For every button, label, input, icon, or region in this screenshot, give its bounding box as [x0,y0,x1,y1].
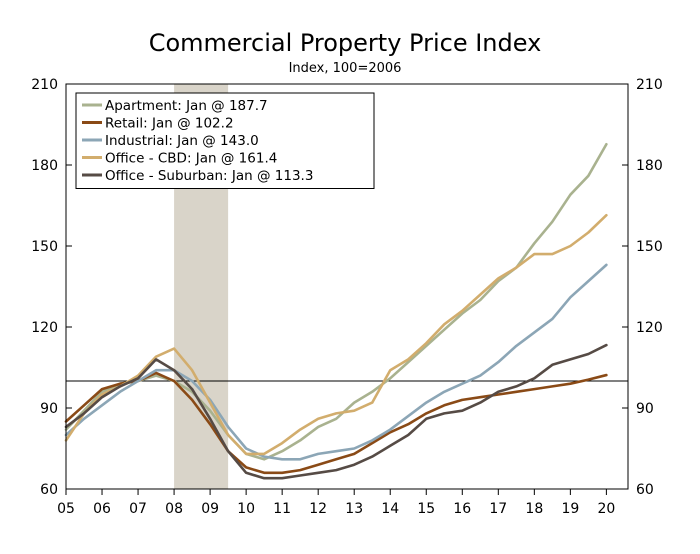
y-tick-label-left: 180 [31,158,58,174]
x-tick-label: 16 [453,501,471,517]
series-line-2 [64,371,608,475]
x-tick-label: 17 [489,501,507,517]
x-tick-label: 06 [93,501,111,517]
legend-entry: Retail: Jan @ 102.2 [105,116,234,132]
series-line-4 [64,213,608,456]
legend-entry: Apartment: Jan @ 187.7 [105,98,268,114]
legend-entry: Office - CBD: Jan @ 161.4 [105,151,277,167]
plot-frame [65,83,629,490]
legend-entry: Industrial: Jan @ 143.0 [105,133,259,149]
x-tick-label: 13 [345,501,363,517]
y-tick-label-right: 60 [636,482,654,498]
y-tick-label-right: 180 [636,158,663,174]
legend: Apartment: Jan @ 187.7 Retail: Jan @ 102.… [75,92,375,189]
y-tick-label-right: 90 [636,401,654,417]
y-tick-label-left: 150 [31,239,58,255]
x-tick-label: 11 [273,501,291,517]
y-tick-label-left: 90 [40,401,58,417]
y-tick-label-right: 120 [636,320,663,336]
chart-title: Commercial Property Price Index [149,29,542,57]
x-tick-label: 10 [237,501,255,517]
x-tick-label: 20 [597,501,615,517]
legend-box [75,92,375,189]
y-tick-label-left: 210 [31,77,58,93]
y-tick-label-right: 150 [636,239,663,255]
y-tick-label-left: 120 [31,320,58,336]
y-tick-label-left: 60 [40,482,58,498]
x-tick-label: 07 [129,501,147,517]
x-tick-label: 14 [381,501,399,517]
x-tick-label: 05 [57,501,75,517]
y-tick-label-right: 210 [636,77,663,93]
x-tick-label: 12 [309,501,327,517]
series-line-3 [64,263,608,461]
plot-area: 60 60 90 90 120 120 150 150 180 180 210 210 05 06 07 08… [31,77,662,517]
x-tick-label: 09 [201,501,219,517]
x-tick-label: 18 [525,501,543,517]
series-line-5 [64,343,608,480]
x-tick-label: 15 [417,501,435,517]
series-line-1 [64,142,608,461]
x-tick-label: 08 [165,501,183,517]
x-tick-label: 19 [561,501,579,517]
legend-entry: Office - Suburban: Jan @ 113.3 [105,168,313,184]
chart-subtitle: Index, 100=2006 [289,61,402,76]
